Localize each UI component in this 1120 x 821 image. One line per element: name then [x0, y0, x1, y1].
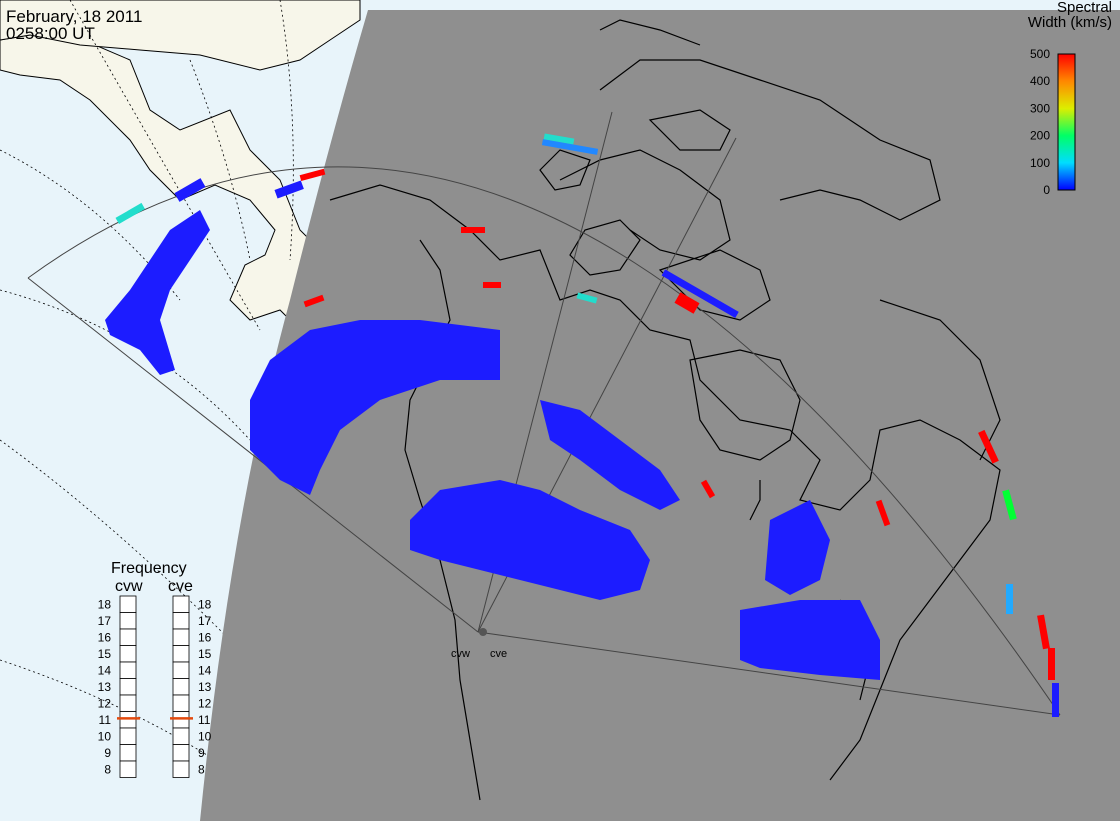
land-day-side: [0, 29, 341, 331]
frequency-cell: [172, 727, 190, 745]
frequency-cell: [119, 661, 137, 679]
red-segment: [299, 168, 326, 182]
frequency-tick-label: 17: [98, 614, 112, 628]
colorbar-tick-label: 200: [1030, 129, 1050, 143]
coastlines: [329, 19, 1001, 801]
frequency-cell: [172, 694, 190, 712]
frequency-cell: [119, 628, 137, 646]
colorbar-title: Spectral Width (km/s): [1028, 0, 1112, 30]
cyan-segment: [115, 202, 145, 224]
frequency-cell: [172, 612, 190, 630]
frequency-tick-label: 15: [98, 647, 112, 661]
colorbar-title-line2: Width (km/s): [1027, 14, 1112, 31]
night-region: [200, 10, 1120, 821]
frequency-tick-label: 12: [98, 696, 112, 710]
frequency-tick-label: 12: [198, 696, 212, 710]
red-segment: [700, 479, 716, 499]
frequency-tick-label: 16: [98, 630, 112, 644]
time-label: 0258:00 UT: [6, 24, 95, 43]
colorbar-tick-label: 100: [1030, 156, 1050, 170]
blue-segment: [274, 180, 304, 199]
frequency-tick-label: 18: [198, 597, 212, 611]
frequency-bars: 18 17 16 15 14 13 12 11 10 9 8 18 17 16 15 14 13 12 11 10 9 8: [98, 595, 212, 778]
colorbar: 0 100 200 300 400 500: [1030, 47, 1076, 197]
frequency-tick-label: 17: [198, 614, 212, 628]
frequency-cell: [119, 595, 137, 613]
blue-segment: [1052, 683, 1059, 717]
frequency-cell: [119, 694, 137, 712]
frequency-tick-label: 16: [198, 630, 212, 644]
red-segment: [1048, 648, 1055, 680]
frequency-tick-label: 10: [198, 729, 212, 743]
frequency-cell: [119, 760, 137, 778]
frequency-cell: [172, 595, 190, 613]
frequency-radar-cvw: cvw: [115, 578, 143, 595]
frequency-tick-label: 10: [98, 729, 112, 743]
backscatter-central-mass: [410, 480, 650, 600]
backscatter-east-mass: [740, 600, 880, 680]
frequency-radar-cve: cve: [168, 578, 193, 595]
date-label: February, 18 2011: [6, 7, 143, 26]
cyan-segment: [576, 292, 598, 304]
blue-segment: [661, 269, 739, 318]
colorbar-tick-label: 300: [1030, 101, 1050, 115]
colorbar-gradient: [1057, 53, 1076, 191]
frequency-cell: [172, 645, 190, 663]
blue-segment: [541, 139, 599, 155]
frequency-tick-label: 8: [104, 762, 111, 776]
colorbar-tick-label: 500: [1030, 47, 1050, 61]
frequency-tick-label: 11: [99, 713, 112, 727]
frequency-cell: [119, 711, 137, 729]
frequency-tick-label: 18: [98, 597, 112, 611]
colorbar-tick-label: 0: [1043, 183, 1050, 197]
frequency-tick-label: 11: [198, 713, 211, 727]
backscatter-mid-band: [540, 400, 680, 510]
radar-label-cvw: cvw: [451, 648, 470, 660]
red-segment: [461, 227, 485, 233]
colorbar-tick-label: 400: [1030, 74, 1050, 88]
cyan-segment: [543, 133, 575, 145]
frequency-cell: [172, 628, 190, 646]
colorbar-title-line1: Spectral: [1056, 0, 1112, 16]
red-segment: [978, 429, 999, 464]
frequency-tick-label: 9: [198, 746, 205, 760]
frequency-title: Frequency: [111, 560, 187, 577]
scatter-data: [105, 133, 1059, 717]
frequency-tick-label: 14: [198, 663, 212, 677]
backscatter-east-upper: [765, 500, 830, 595]
frequency-cell: [119, 612, 137, 630]
colorbar-ticks: 0 100 200 300 400 500: [1030, 47, 1050, 197]
frequency-tick-label: 13: [198, 680, 212, 694]
frequency-cell: [172, 744, 190, 762]
frequency-cell: [172, 661, 190, 679]
frequency-tick-label: 15: [198, 647, 212, 661]
red-segment: [483, 282, 501, 288]
lightblue-segment: [1006, 584, 1013, 614]
frequency-cell: [119, 678, 137, 696]
frequency-cell: [119, 744, 137, 762]
radar-label-cve: cve: [490, 648, 507, 660]
land-top-left: [0, 0, 361, 71]
backscatter-alaska-strip: [105, 210, 210, 375]
backscatter-west-mass: [250, 320, 500, 495]
frequency-tick-label: 8: [198, 762, 205, 776]
green-segment: [1002, 489, 1017, 521]
red-segment: [875, 499, 891, 527]
blue-segment: [174, 178, 206, 202]
frequency-cell: [172, 760, 190, 778]
frequency-tick-label: 13: [98, 680, 112, 694]
red-segment: [674, 292, 700, 314]
graticule: [0, 0, 294, 761]
frequency-tick-label: 14: [98, 663, 112, 677]
frequency-cell: [119, 727, 137, 745]
frequency-cell: [119, 645, 137, 663]
frequency-cell: [172, 678, 190, 696]
frequency-tick-label: 9: [104, 746, 111, 760]
radar-site-marker: [479, 628, 487, 636]
red-segment: [1037, 614, 1050, 650]
frequency-cell: [172, 711, 190, 729]
red-segment: [303, 294, 325, 308]
